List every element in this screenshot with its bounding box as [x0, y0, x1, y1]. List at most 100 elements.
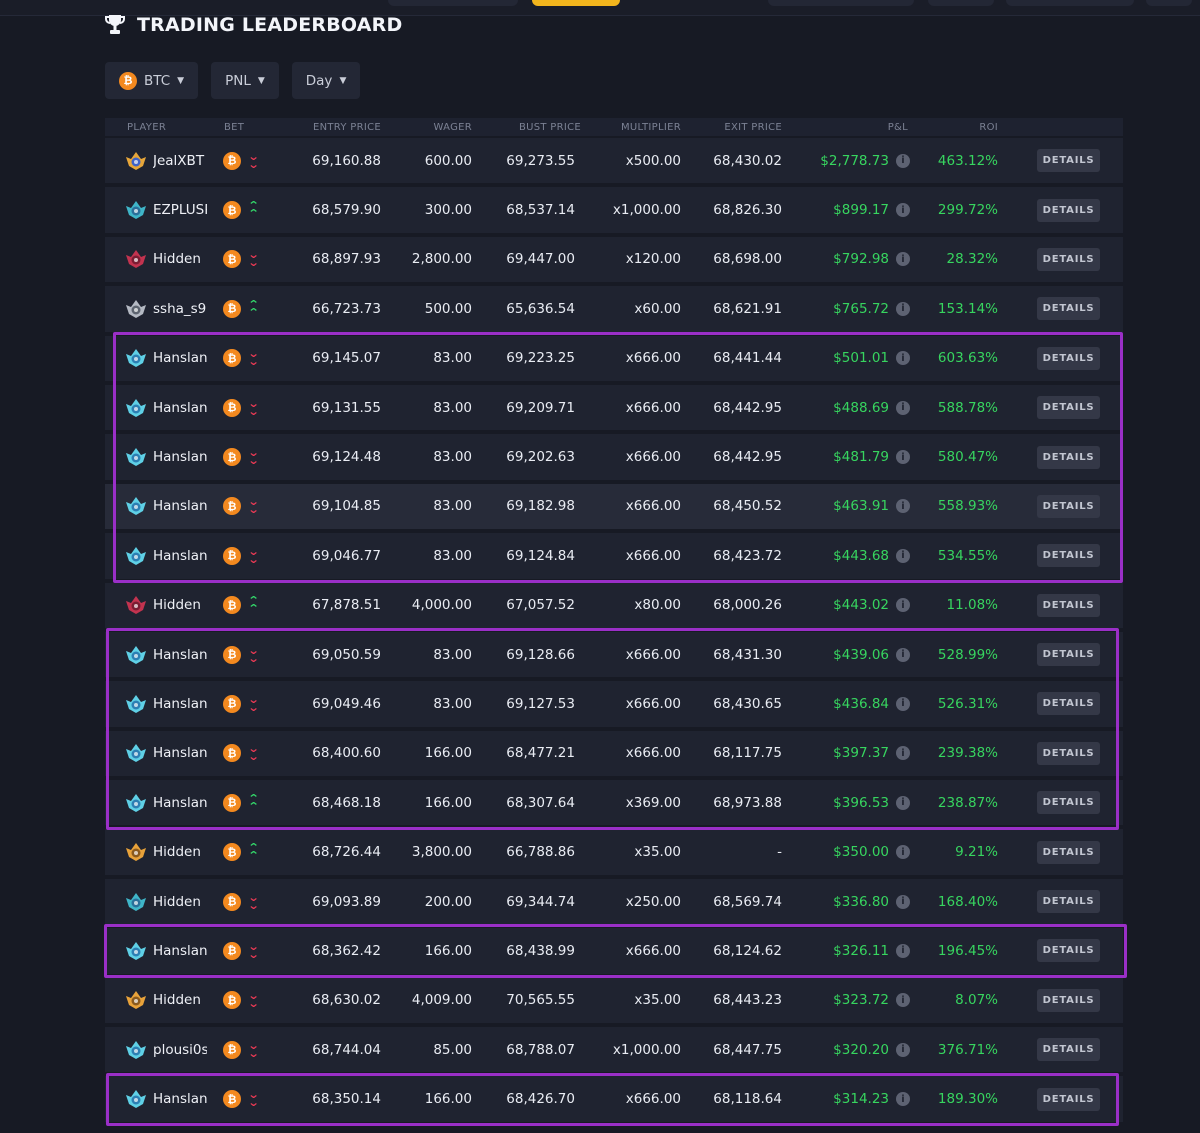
info-icon[interactable]: i [896, 993, 910, 1008]
player-name[interactable]: JealXBT [153, 152, 205, 169]
info-icon[interactable]: i [896, 1092, 910, 1107]
details-button[interactable]: DETAILS [1037, 840, 1100, 864]
details-button[interactable]: DETAILS [1037, 297, 1100, 321]
info-icon[interactable]: i [896, 548, 910, 563]
details-button[interactable]: DETAILS [1037, 692, 1100, 716]
player-cell[interactable]: Hanslanda [125, 495, 211, 517]
details-button[interactable]: DETAILS [1037, 988, 1100, 1012]
player-name[interactable]: Hidden [153, 844, 201, 861]
player-name[interactable]: Hanslanda [153, 646, 207, 663]
bet-short-arrow-icon: ⌄ ⌄ [247, 149, 260, 171]
asset-filter-dropdown[interactable]: ₿ BTC ▼ [105, 62, 199, 99]
top-nav-button[interactable] [928, 0, 994, 6]
player-name[interactable]: Hanslanda [153, 745, 207, 762]
info-icon[interactable]: i [896, 351, 910, 366]
details-button[interactable]: DETAILS [1037, 494, 1100, 518]
top-nav-button[interactable] [1146, 0, 1192, 6]
player-name[interactable]: ssha_s9 [153, 300, 207, 317]
player-name[interactable]: EZPLUSPLUS [153, 202, 207, 219]
player-cell[interactable]: Hanslanda [125, 1088, 211, 1110]
info-icon[interactable]: i [896, 153, 910, 168]
player-cell[interactable]: JealXBT [125, 150, 211, 172]
info-icon[interactable]: i [896, 894, 910, 909]
info-icon[interactable]: i [896, 1042, 910, 1057]
player-name[interactable]: Hanslanda [153, 942, 207, 959]
info-icon[interactable]: i [896, 696, 910, 711]
player-name[interactable]: plousi0s [153, 1041, 207, 1058]
details-button[interactable]: DETAILS [1037, 247, 1100, 271]
player-cell[interactable]: Hanslanda [125, 347, 211, 369]
player-cell[interactable]: Hanslanda [125, 644, 211, 666]
details-button[interactable]: DETAILS [1037, 396, 1100, 420]
player-cell[interactable]: ssha_s9 [125, 298, 211, 320]
exit-price: 68,117.75 [713, 745, 782, 762]
details-button[interactable]: DETAILS [1037, 346, 1100, 370]
info-icon[interactable]: i [896, 301, 910, 316]
info-icon[interactable]: i [896, 598, 910, 613]
info-icon[interactable]: i [896, 845, 910, 860]
player-name[interactable]: Hidden [153, 597, 201, 614]
asset-filter-label: BTC [144, 72, 171, 89]
details-button[interactable]: DETAILS [1037, 198, 1100, 222]
details-button[interactable]: DETAILS [1037, 643, 1100, 667]
top-nav-field[interactable] [768, 0, 914, 6]
bet-short-arrow-icon: ⌄ ⌄ [247, 742, 260, 764]
entry-price: 66,723.73 [312, 300, 381, 317]
player-name[interactable]: Hidden [153, 992, 201, 1009]
top-nav-tab[interactable] [388, 0, 518, 6]
player-cell[interactable]: Hanslanda [125, 446, 211, 468]
player-name[interactable]: Hanslanda [153, 1091, 207, 1108]
top-nav-cta-button[interactable] [532, 0, 620, 6]
player-name[interactable]: Hanslanda [153, 399, 207, 416]
player-cell[interactable]: Hidden [125, 989, 211, 1011]
entry-price: 69,160.88 [312, 152, 381, 169]
details-button[interactable]: DETAILS [1037, 1038, 1100, 1062]
period-filter-dropdown[interactable]: Day ▼ [291, 62, 361, 99]
player-cell[interactable]: Hidden [125, 594, 211, 616]
info-icon[interactable]: i [896, 499, 910, 514]
player-cell[interactable]: Hidden [125, 248, 211, 270]
player-name[interactable]: Hanslanda [153, 794, 207, 811]
details-button[interactable]: DETAILS [1037, 593, 1100, 617]
player-name[interactable]: Hanslanda [153, 350, 207, 367]
details-button[interactable]: DETAILS [1037, 1087, 1100, 1111]
details-button[interactable]: DETAILS [1037, 544, 1100, 568]
details-button[interactable]: DETAILS [1037, 939, 1100, 963]
pnl-cell: $320.20 i [833, 1042, 910, 1058]
top-nav-button[interactable] [1006, 0, 1134, 6]
player-name[interactable]: Hidden [153, 251, 201, 268]
info-icon[interactable]: i [896, 795, 910, 810]
roi-value: 189.30% [937, 1091, 998, 1108]
info-icon[interactable]: i [896, 252, 910, 267]
info-icon[interactable]: i [896, 450, 910, 465]
player-name[interactable]: Hanslanda [153, 498, 207, 515]
trophy-icon [105, 15, 125, 34]
roi-value: 580.47% [937, 449, 998, 466]
player-name[interactable]: Hanslanda [153, 695, 207, 712]
player-cell[interactable]: Hanslanda [125, 545, 211, 567]
details-button[interactable]: DETAILS [1037, 741, 1100, 765]
player-cell[interactable]: plousi0s [125, 1039, 211, 1061]
info-icon[interactable]: i [896, 746, 910, 761]
details-button[interactable]: DETAILS [1037, 791, 1100, 815]
player-cell[interactable]: Hidden [125, 891, 211, 913]
details-button[interactable]: DETAILS [1037, 890, 1100, 914]
details-button[interactable]: DETAILS [1037, 149, 1100, 173]
player-name[interactable]: Hidden [153, 893, 201, 910]
info-icon[interactable]: i [896, 400, 910, 415]
exit-price: 68,118.64 [713, 1091, 782, 1108]
sort-filter-dropdown[interactable]: PNL ▼ [211, 62, 279, 99]
info-icon[interactable]: i [896, 647, 910, 662]
player-cell[interactable]: EZPLUSPLUS [125, 199, 211, 221]
player-cell[interactable]: Hanslanda [125, 397, 211, 419]
player-cell[interactable]: Hanslanda [125, 940, 211, 962]
player-cell[interactable]: Hidden [125, 841, 211, 863]
player-cell[interactable]: Hanslanda [125, 792, 211, 814]
info-icon[interactable]: i [896, 203, 910, 218]
player-cell[interactable]: Hanslanda [125, 693, 211, 715]
info-icon[interactable]: i [896, 943, 910, 958]
player-cell[interactable]: Hanslanda [125, 742, 211, 764]
details-button[interactable]: DETAILS [1037, 445, 1100, 469]
player-name[interactable]: Hanslanda [153, 547, 207, 564]
player-name[interactable]: Hanslanda [153, 449, 207, 466]
